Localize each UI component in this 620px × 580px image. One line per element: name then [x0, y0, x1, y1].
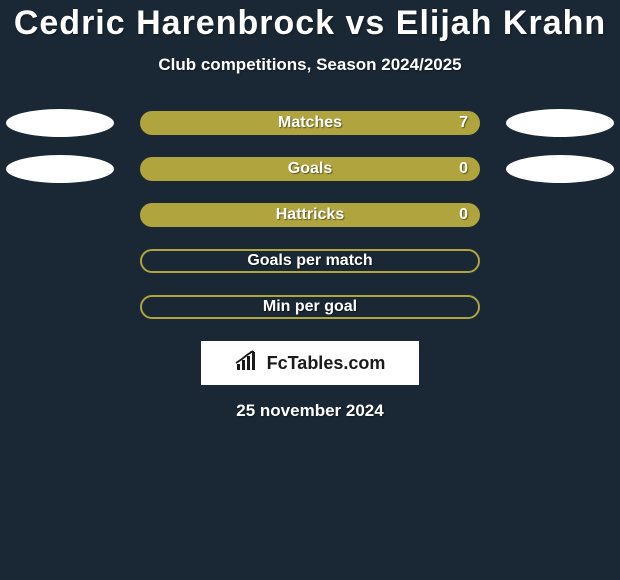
subtitle: Club competitions, Season 2024/2025	[0, 55, 620, 75]
stat-label: Goals	[288, 160, 332, 178]
date-text: 25 november 2024	[0, 401, 620, 421]
stat-label: Min per goal	[263, 298, 357, 316]
stat-value: 7	[459, 114, 468, 132]
page-title: Cedric Harenbrock vs Elijah Krahn	[0, 4, 620, 43]
stat-bar: Goals per match	[140, 249, 480, 273]
comparison-row: Goals 0	[0, 157, 620, 181]
stat-bar: Goals 0	[140, 157, 480, 181]
left-value-ellipse	[6, 155, 114, 183]
comparison-row: Hattricks 0	[0, 203, 620, 227]
stat-value: 0	[459, 206, 468, 224]
brand-text: FcTables.com	[267, 353, 386, 374]
left-value-ellipse	[6, 109, 114, 137]
comparison-row: Min per goal	[0, 295, 620, 319]
brand-chart-icon	[235, 350, 261, 377]
stat-value: 0	[459, 160, 468, 178]
stat-bar: Hattricks 0	[140, 203, 480, 227]
stat-bar: Matches 7	[140, 111, 480, 135]
stat-bar: Min per goal	[140, 295, 480, 319]
comparison-row: Goals per match	[0, 249, 620, 273]
right-value-ellipse	[506, 109, 614, 137]
brand-box: FcTables.com	[201, 341, 419, 385]
stat-label: Hattricks	[276, 206, 344, 224]
comparison-rows: Matches 7 Goals 0 Hattricks 0 Goals per match M…	[0, 111, 620, 319]
infographic-container: Cedric Harenbrock vs Elijah Krahn Club c…	[0, 0, 620, 421]
right-value-ellipse	[506, 155, 614, 183]
comparison-row: Matches 7	[0, 111, 620, 135]
stat-label: Goals per match	[247, 252, 372, 270]
stat-label: Matches	[278, 114, 342, 132]
